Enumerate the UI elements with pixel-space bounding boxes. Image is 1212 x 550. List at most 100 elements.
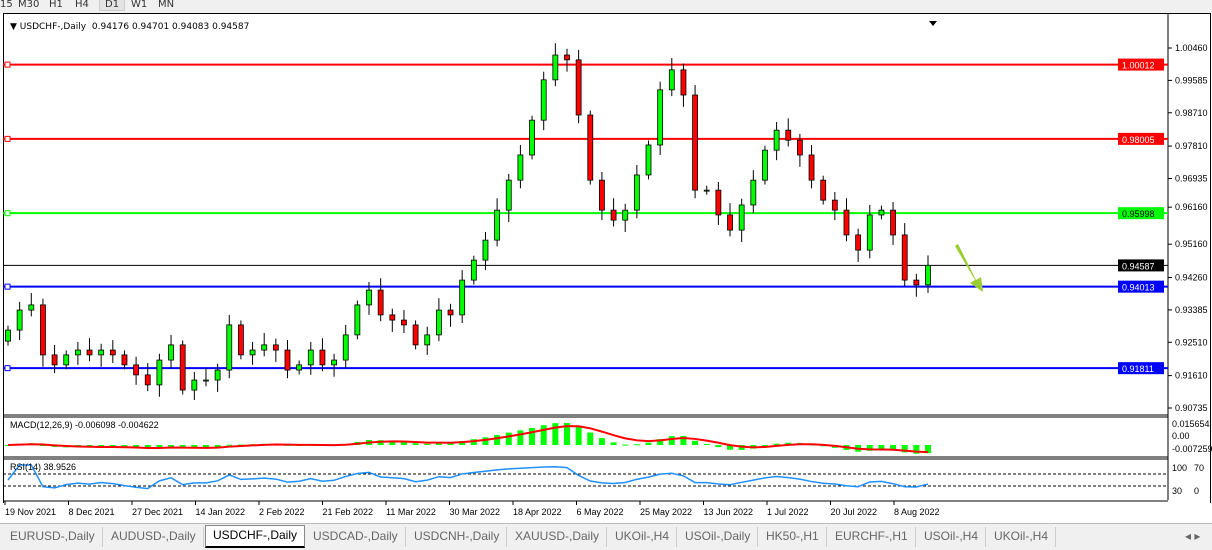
chart-tab[interactable]: USOil-,H4 — [917, 527, 987, 547]
candle-body — [179, 344, 186, 391]
candle-body — [808, 154, 815, 181]
chart-tab[interactable]: USDCAD-,Daily — [306, 527, 406, 547]
candle-body — [901, 234, 908, 281]
candle — [855, 228, 862, 262]
candle-body — [831, 199, 838, 211]
macd-histogram-bar — [657, 439, 664, 445]
candle — [401, 310, 407, 334]
macd-histogram-bar — [540, 425, 547, 445]
macd-histogram-bar — [5, 445, 11, 446]
candle — [494, 198, 501, 247]
candle-body — [575, 59, 582, 116]
candle-body — [377, 289, 384, 316]
macd-histogram-bar — [761, 445, 768, 447]
candle-body — [866, 214, 873, 251]
candle-body — [913, 279, 920, 286]
chart-canvas[interactable]: 1.00460 0.99585 0.98710 0.97810 0.96935 0.961… — [0, 0, 1212, 523]
macd-histogram-bar — [692, 440, 699, 445]
macd-histogram-bar — [901, 445, 908, 453]
tab-scroll-arrows[interactable]: ◂ ▸ — [1185, 529, 1201, 543]
candle-body — [459, 279, 466, 316]
timeframe-mn[interactable]: MN — [158, 0, 175, 10]
x-tick-label: 11 Mar 2022 — [386, 507, 436, 517]
candle — [296, 360, 303, 375]
macd-histogram-bar — [610, 442, 617, 445]
macd-histogram-bar — [447, 442, 454, 445]
candle-body — [51, 354, 58, 366]
timeframe-toolbar: 15 M30 H1 H4 D1 W1 MN — [0, 0, 1212, 13]
chart-window[interactable] — [3, 13, 1211, 503]
candle — [843, 198, 850, 242]
timeframe-w1[interactable]: W1 — [131, 0, 148, 10]
x-tick-label: 8 Aug 2022 — [894, 507, 940, 517]
y-tick-label: 0.97810 — [1175, 141, 1208, 151]
timeframe-m30[interactable]: M30 — [18, 0, 40, 10]
candle-body — [98, 349, 105, 356]
chart-tab[interactable]: USDCHF-,Daily — [205, 525, 305, 548]
candle — [74, 341, 81, 365]
candle — [63, 350, 70, 370]
candle-body — [738, 204, 745, 231]
candle-body — [925, 265, 931, 286]
macd-histogram-bar — [773, 443, 780, 445]
timeframe-m15[interactable]: 15 — [0, 0, 13, 10]
candle — [412, 320, 419, 350]
macd-histogram-bar — [435, 442, 442, 445]
candle-body — [424, 334, 431, 346]
candle-body — [494, 209, 501, 241]
candle — [633, 164, 640, 219]
symbol-label: USDCHF-,Daily — [19, 22, 87, 32]
candle — [40, 298, 46, 367]
chart-tab[interactable]: AUDUSD-,Daily — [104, 527, 204, 547]
candle-body — [668, 69, 675, 91]
chart-tab[interactable]: XAUUSD-,Daily — [508, 527, 608, 547]
candle-body — [389, 314, 396, 321]
candle-body — [342, 334, 349, 361]
candle-body — [272, 344, 279, 351]
timeframe-d1[interactable]: D1 — [99, 0, 126, 11]
chart-tab[interactable]: EURUSD-,Daily — [3, 527, 103, 547]
x-tick-label: 18 Apr 2022 — [513, 507, 562, 517]
candle — [680, 63, 687, 107]
macd-histogram-bar — [144, 445, 151, 449]
candle-body — [168, 344, 174, 361]
rsi-axis-70: 70 — [1194, 463, 1205, 473]
candle-body — [191, 379, 198, 391]
candle — [377, 278, 384, 322]
candle — [901, 223, 908, 287]
macd-histogram-bar — [424, 443, 431, 445]
candle — [121, 350, 128, 370]
candle-body — [820, 179, 827, 201]
chart-tab[interactable]: UKOil-,H4 — [987, 527, 1057, 547]
macd-signal-line — [7, 425, 929, 454]
candle-body — [16, 309, 23, 331]
chart-tab[interactable]: USDCNH-,Daily — [407, 527, 508, 547]
candle — [866, 204, 873, 259]
chart-tab[interactable]: UKOil-,H4 — [608, 527, 678, 547]
candle — [715, 182, 722, 225]
candle — [366, 281, 372, 315]
candle-body — [796, 139, 803, 156]
candle — [272, 338, 279, 362]
chart-tab[interactable]: EURCHF-,H1 — [828, 527, 916, 547]
macd-histogram-bar — [715, 445, 722, 448]
current-price-label: 0.94587 — [1122, 261, 1155, 271]
candle-body — [109, 349, 116, 356]
level-price-tag — [1118, 132, 1164, 145]
candle — [575, 49, 582, 124]
candle-body — [63, 354, 70, 366]
chart-tab[interactable]: USOil-,Daily — [678, 527, 759, 547]
candle — [657, 81, 664, 155]
rsi-line — [7, 464, 929, 490]
macd-axis-zero: 0.00 — [1172, 431, 1190, 441]
chart-tab[interactable]: HK50-,H1 — [759, 527, 827, 547]
candle — [109, 340, 116, 364]
timeframe-h4[interactable]: H4 — [75, 0, 89, 10]
candle — [890, 201, 896, 245]
timeframe-h1[interactable]: H1 — [49, 0, 63, 10]
candle-body — [587, 114, 594, 181]
candle — [319, 338, 326, 372]
rsi-axis-100: 100 — [1172, 463, 1188, 473]
candle — [668, 57, 675, 97]
candle-body — [703, 189, 710, 192]
